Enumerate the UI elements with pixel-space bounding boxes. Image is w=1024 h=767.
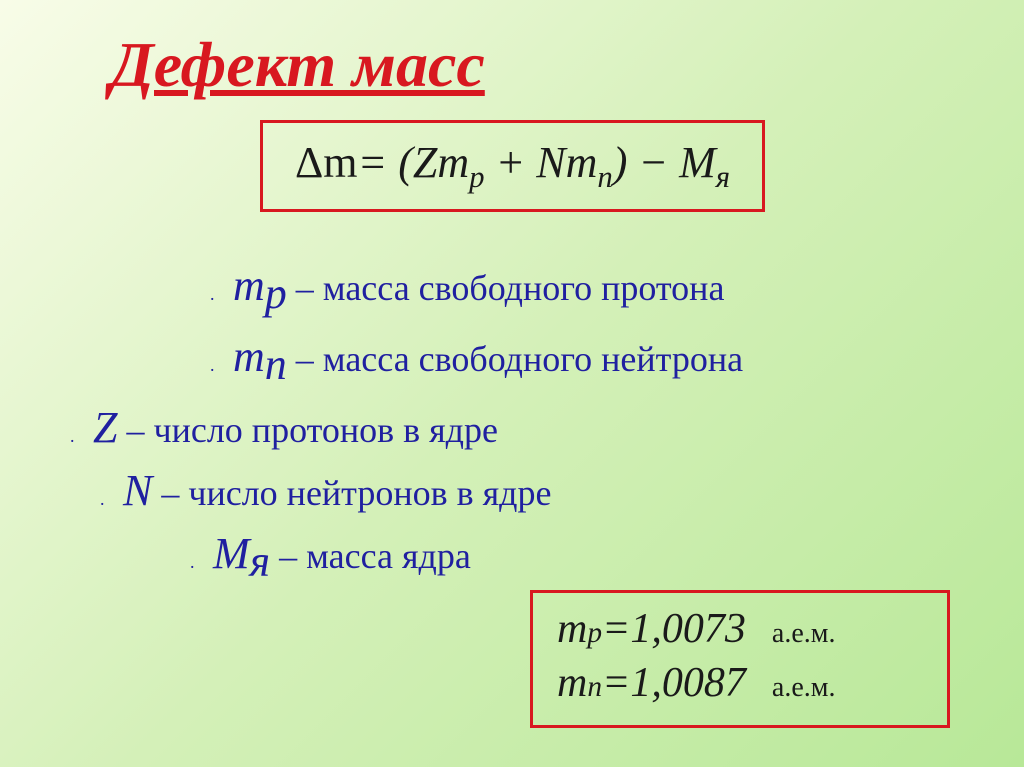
formula-mp: m xyxy=(437,138,469,187)
def-z-symbol: Z xyxy=(93,403,117,452)
bullet-icon: . xyxy=(210,284,224,305)
bullet-icon: . xyxy=(100,489,114,510)
def-mya-text: – масса ядра xyxy=(270,536,471,576)
def-mp: . mp – масса свободного протона xyxy=(210,260,880,319)
bullet-icon: . xyxy=(190,552,204,573)
def-mp-sub: p xyxy=(265,269,287,318)
def-mp-symbol: m xyxy=(233,261,265,310)
const-mp-eq: = xyxy=(602,605,630,653)
const-mp-unit: а.е.м. xyxy=(772,618,836,650)
formula-mya-sub: я xyxy=(716,160,730,194)
def-mya: . Мя – масса ядра xyxy=(190,528,880,587)
def-z-text: – число протонов в ядре xyxy=(117,410,497,450)
formula-mp-sub: p xyxy=(469,160,484,194)
const-mn-val: 1,0087 xyxy=(630,659,746,707)
const-mp: mp = 1,0073 а.е.м. xyxy=(557,605,923,653)
mass-defect-formula: Δm= (Zmp + Nmn) − Mя xyxy=(260,120,765,212)
const-mp-sym: m xyxy=(557,605,587,653)
def-mn-symbol: m xyxy=(233,332,265,381)
def-n-text: – число нейтронов в ядре xyxy=(152,473,551,513)
const-mn: mn = 1,0087 а.е.м. xyxy=(557,659,923,707)
const-mn-sub: n xyxy=(587,671,602,704)
definitions-block: . mp – масса свободного протона . mn – м… xyxy=(60,260,880,600)
const-mn-sym: m xyxy=(557,659,587,707)
formula-eq-open: = (Z xyxy=(358,138,438,187)
formula-mn: m xyxy=(566,138,598,187)
def-n: . N – число нейтронов в ядре xyxy=(100,465,880,516)
def-mn-sub: n xyxy=(265,340,287,389)
formula-mn-sub: n xyxy=(597,160,612,194)
const-mp-sub: p xyxy=(587,617,602,650)
def-mya-sub: я xyxy=(250,538,270,587)
def-z: . Z – число протонов в ядре xyxy=(70,402,880,453)
def-mn-text: – масса свободного нейтрона xyxy=(287,339,743,379)
bullet-icon: . xyxy=(70,426,84,447)
const-mp-val: 1,0073 xyxy=(630,605,746,653)
def-mp-text: – масса свободного протона xyxy=(287,268,725,308)
const-mn-eq: = xyxy=(602,659,630,707)
def-n-symbol: N xyxy=(123,466,152,515)
delta-m: Δm xyxy=(295,138,358,187)
formula-close: ) − xyxy=(613,138,679,187)
constants-box: mp = 1,0073 а.е.м. mn = 1,0087 а.е.м. xyxy=(530,590,950,728)
slide-title: Дефект масс xyxy=(110,28,485,102)
const-mn-unit: а.е.м. xyxy=(772,672,836,704)
formula-mya: M xyxy=(679,138,716,187)
formula-plus: + N xyxy=(485,138,566,187)
bullet-icon: . xyxy=(210,355,224,376)
def-mya-symbol: М xyxy=(213,529,250,578)
def-mn: . mn – масса свободного нейтрона xyxy=(210,331,880,390)
